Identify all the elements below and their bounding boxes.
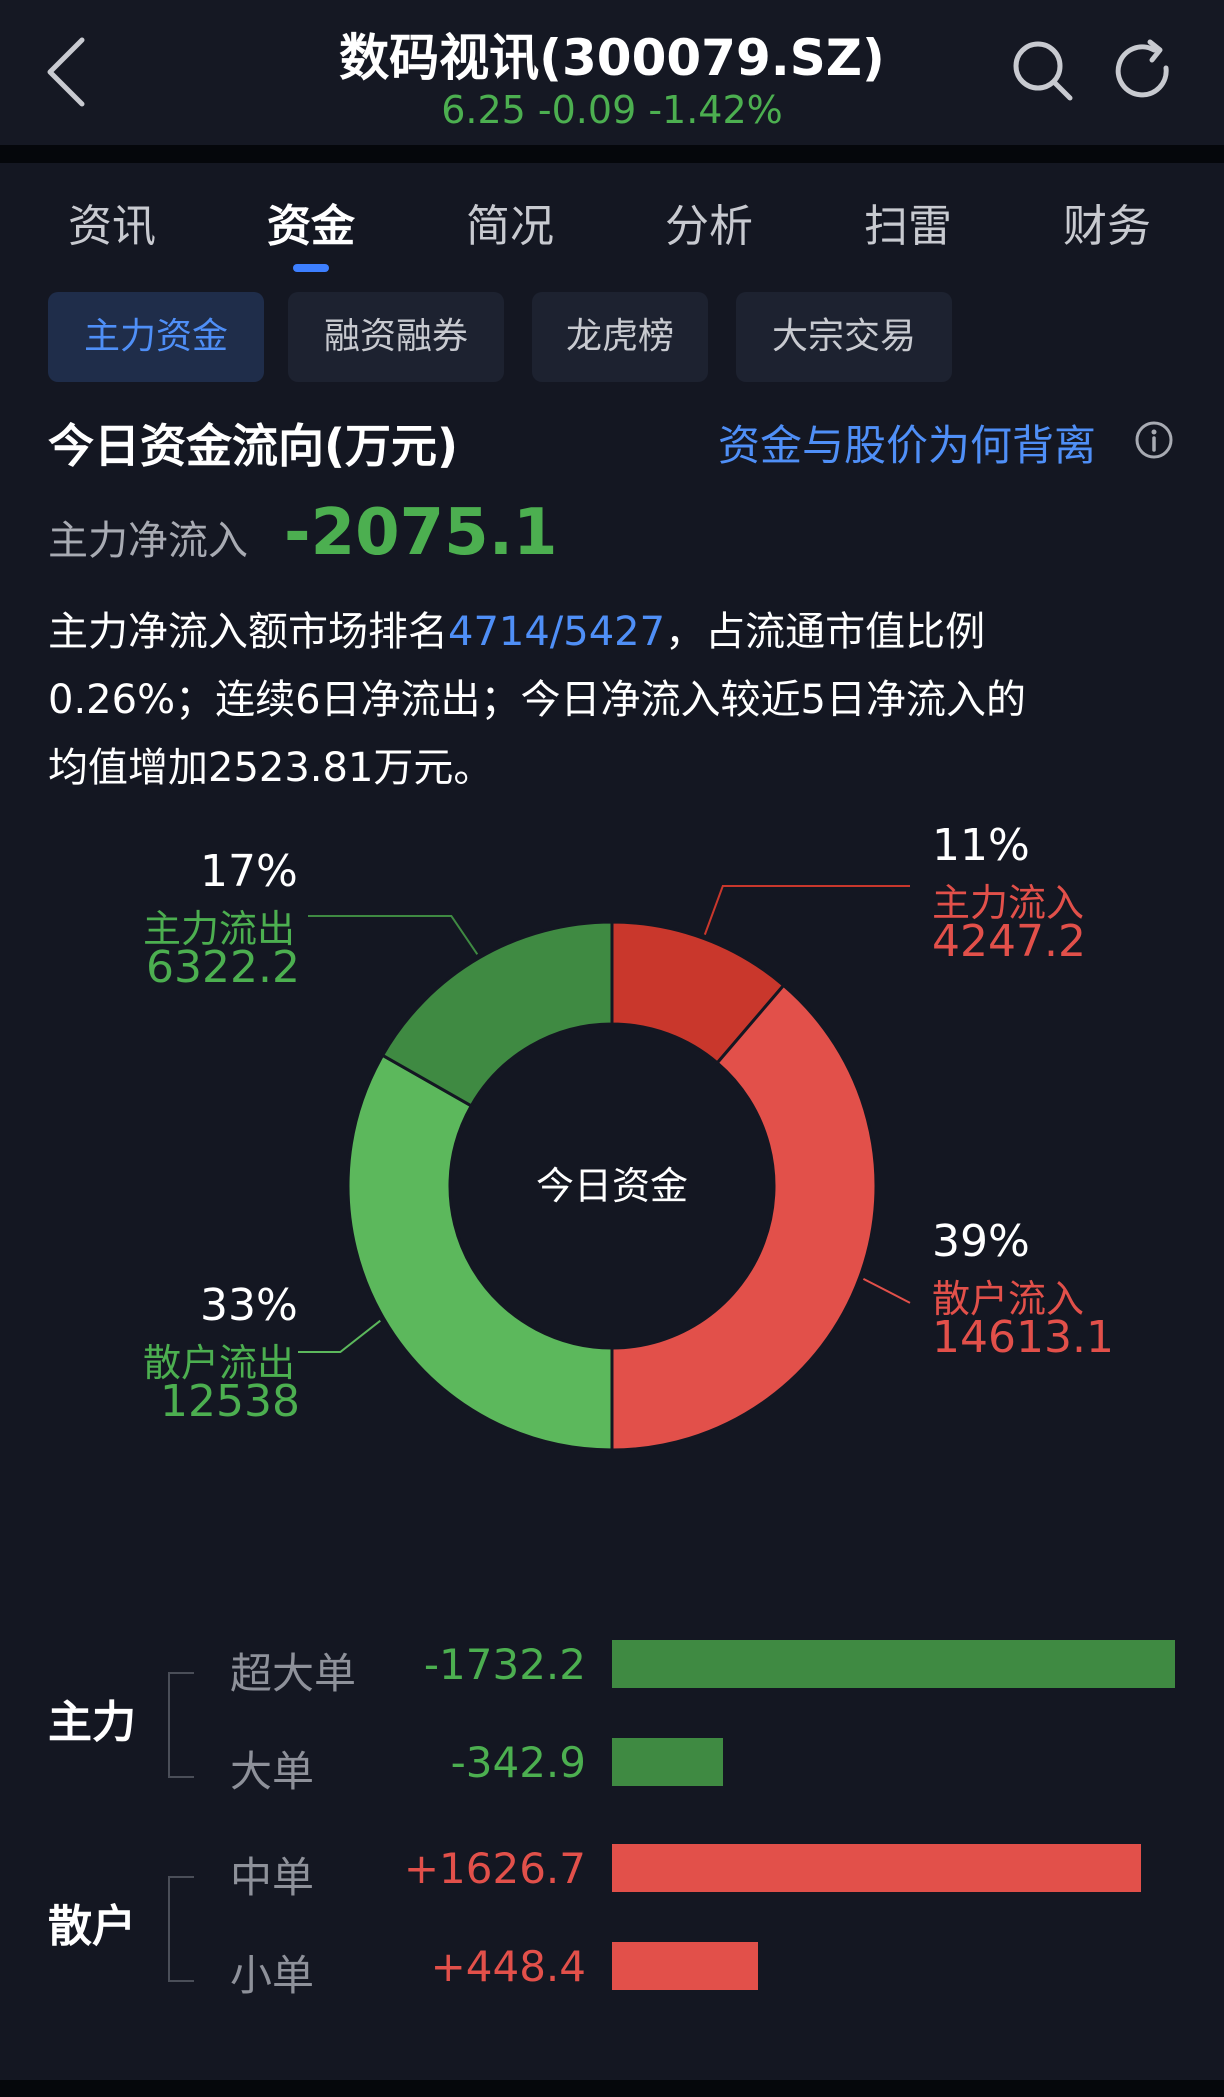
- refresh-button[interactable]: [1110, 38, 1176, 104]
- summary-line-2: 0.26%；连续6日净流出；今日净流入较近5日净流入的: [48, 677, 1026, 723]
- subtab-dragon-tiger[interactable]: 龙虎榜: [532, 292, 708, 382]
- retail-outflow-value: 12538: [160, 1376, 300, 1427]
- refresh-icon: [1115, 39, 1169, 98]
- header-bar: [0, 0, 1224, 145]
- group-retail-label: 散户: [48, 1901, 136, 1952]
- summary-text-a: 主力净流入额市场排名: [48, 609, 448, 655]
- group-main-label: 主力: [48, 1697, 136, 1748]
- bracket-tick: [168, 1776, 194, 1778]
- slice-retail-inflow: [610, 983, 878, 1452]
- fund-flow-donut-chart: 今日资金: [298, 885, 911, 1452]
- main-inflow-label: 主力流入: [932, 881, 1085, 925]
- main-outflow-value: 6322.2: [146, 942, 300, 993]
- row-value-large: -342.9: [450, 1738, 586, 1787]
- main-outflow-label: 主力流出: [143, 907, 296, 951]
- bar-large: [612, 1738, 723, 1786]
- bracket-tick: [168, 1672, 194, 1674]
- retail-outflow-pct: 33%: [200, 1280, 298, 1331]
- row-value-small: +448.4: [430, 1942, 586, 1991]
- row-label-super-large: 超大单: [230, 1649, 357, 1698]
- bar-small: [612, 1942, 758, 1990]
- summary-line-3: 均值增加2523.81万元。: [48, 745, 494, 791]
- leader-main-outflow: [308, 915, 479, 955]
- row-value-super-large: -1732.2: [423, 1640, 586, 1689]
- tab-analysis[interactable]: 分析: [665, 201, 753, 252]
- retail-inflow-pct: 39%: [932, 1216, 1030, 1267]
- leader-retail-outflow: [298, 1319, 381, 1353]
- chevron-left-icon: [47, 37, 85, 107]
- tab-financials[interactable]: 财务: [1063, 201, 1151, 252]
- bracket-tick: [168, 1876, 194, 1878]
- row-value-medium: +1626.7: [403, 1844, 586, 1893]
- subtab-block-trade[interactable]: 大宗交易: [736, 292, 952, 382]
- search-icon: [1013, 41, 1073, 101]
- back-button[interactable]: [40, 30, 100, 110]
- main-inflow-value: 4247.2: [932, 916, 1086, 967]
- donut-center-label: 今日资金: [536, 1164, 688, 1208]
- retail-inflow-value: 14613.1: [932, 1312, 1114, 1363]
- row-label-small: 小单: [230, 1951, 315, 2000]
- leader-retail-inflow: [862, 1277, 911, 1304]
- header-divider: [0, 145, 1224, 163]
- donut-slices: [346, 920, 878, 1452]
- tab-risk-scan[interactable]: 扫雷: [864, 201, 952, 252]
- info-icon[interactable]: [1134, 420, 1174, 460]
- search-button[interactable]: [1010, 38, 1076, 104]
- active-tab-indicator: [293, 264, 329, 272]
- tab-news[interactable]: 资讯: [68, 201, 156, 252]
- flow-summary: 主力净流入额市场排名4714/5427，占流通市值比例 0.26%；连续6日净流…: [48, 598, 1188, 802]
- bottom-divider: [0, 2080, 1224, 2097]
- market-rank: 4714/5427: [448, 609, 666, 655]
- section-title: 今日资金流向(万元): [48, 419, 459, 473]
- tab-profile[interactable]: 简况: [466, 201, 554, 252]
- stock-quote: 6.25 -0.09 -1.42%: [441, 88, 783, 132]
- slice-main-outflow: [380, 920, 614, 1108]
- slice-retail-outflow: [346, 1053, 614, 1452]
- donut-leader-lines: [298, 885, 911, 1353]
- retail-outflow-label: 散户流出: [143, 1341, 296, 1385]
- subtab-margin-trading[interactable]: 融资融券: [288, 292, 504, 382]
- subtab-main-funds[interactable]: 主力资金: [48, 292, 264, 382]
- main-outflow-pct: 17%: [200, 846, 298, 897]
- bar-super-large: [612, 1640, 1175, 1688]
- retail-group-bracket: [168, 1876, 170, 1980]
- leader-main-inflow: [703, 885, 910, 935]
- divergence-link[interactable]: 资金与股价为何背离: [718, 421, 1097, 470]
- row-label-large: 大单: [230, 1747, 315, 1796]
- main-inflow-pct: 11%: [932, 820, 1030, 871]
- tab-funds[interactable]: 资金: [267, 201, 355, 252]
- retail-inflow-label: 散户流入: [932, 1277, 1085, 1321]
- net-inflow-label: 主力净流入: [48, 518, 248, 564]
- stock-title: 数码视讯(300079.SZ): [339, 29, 885, 87]
- main-group-bracket: [168, 1672, 170, 1776]
- net-inflow-value: -2075.1: [284, 496, 558, 570]
- summary-text-b: ，占流通市值比例: [665, 609, 986, 655]
- bar-medium: [612, 1844, 1141, 1892]
- bracket-tick: [168, 1980, 194, 1982]
- row-label-medium: 中单: [230, 1853, 315, 1902]
